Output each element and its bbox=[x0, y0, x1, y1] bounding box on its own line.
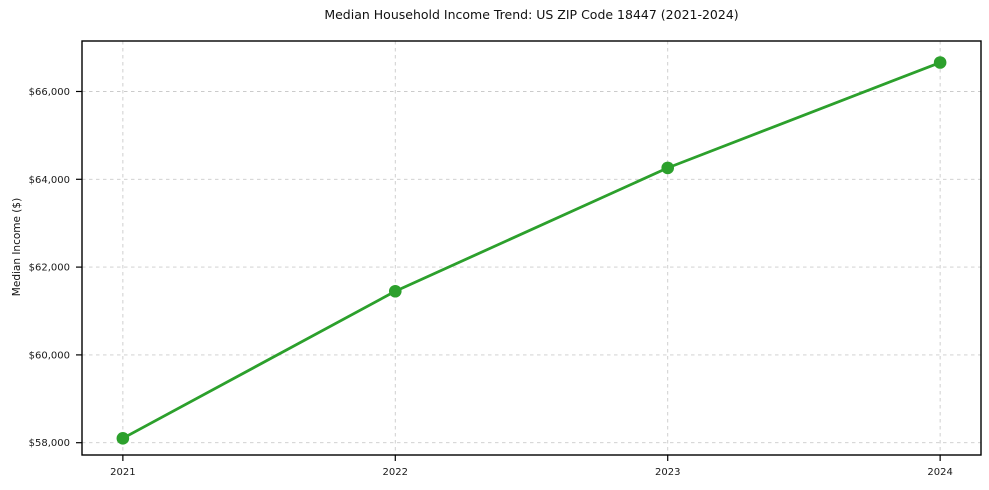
y-tick-label: $60,000 bbox=[29, 350, 70, 361]
data-point-marker bbox=[116, 432, 130, 445]
y-tick-label: $66,000 bbox=[29, 87, 70, 98]
x-tick-label: 2022 bbox=[383, 467, 408, 478]
y-axis-title: Median Income ($) bbox=[11, 197, 23, 297]
y-tick-label: $58,000 bbox=[29, 438, 70, 449]
trend-line bbox=[121, 61, 942, 440]
chart-title: Median Household Income Trend: US ZIP Co… bbox=[324, 7, 739, 22]
data-point-marker bbox=[933, 56, 947, 69]
x-tick-label: 2023 bbox=[655, 467, 680, 478]
y-tick-label: $62,000 bbox=[29, 263, 70, 274]
x-tick-label: 2021 bbox=[110, 467, 135, 478]
data-point-marker bbox=[661, 161, 675, 175]
plot-border bbox=[81, 40, 982, 456]
y-tick-label: $64,000 bbox=[29, 175, 70, 186]
x-tick-label: 2024 bbox=[927, 467, 952, 478]
data-point-marker bbox=[388, 284, 402, 298]
